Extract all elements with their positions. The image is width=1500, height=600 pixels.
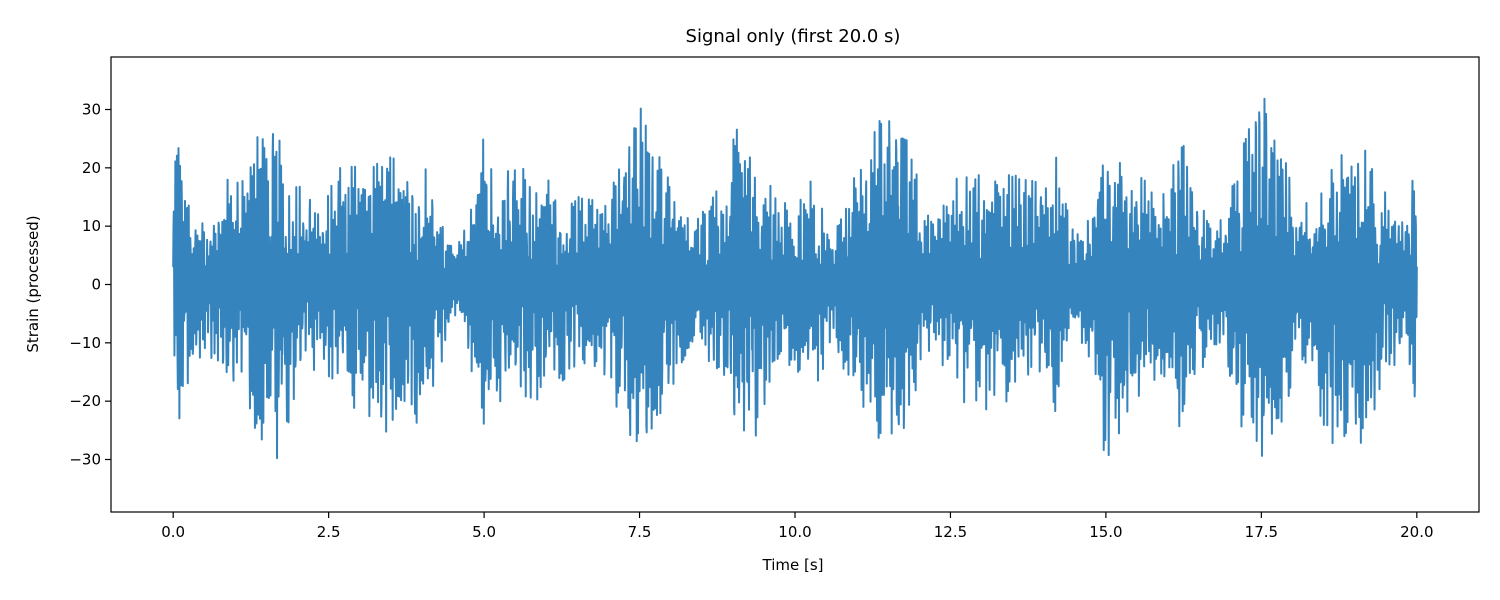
y-tick-label: 30 [82, 101, 101, 119]
y-tick-label: 10 [82, 217, 101, 235]
y-tick-label: 20 [82, 159, 101, 177]
x-axis-label: Time [s] [762, 556, 824, 574]
x-tick-label: 20.0 [1400, 523, 1433, 541]
chart-title: Signal only (first 20.0 s) [686, 26, 901, 47]
y-tick-label: −30 [69, 451, 101, 469]
x-tick-label: 17.5 [1245, 523, 1278, 541]
y-tick-label: −10 [69, 334, 101, 352]
y-tick-label: 0 [91, 276, 101, 294]
y-axis-ticks: −30 −20 −10 0 10 20 30 [69, 101, 111, 469]
signal-series-line [172, 97, 1418, 460]
x-tick-label: 15.0 [1089, 523, 1122, 541]
x-tick-label: 12.5 [934, 523, 967, 541]
x-axis-ticks: 0.0 2.5 5.0 7.5 10.0 12.5 15.0 17.5 20.0 [161, 512, 1434, 541]
x-tick-label: 7.5 [628, 523, 652, 541]
y-axis-label: Strain (processed) [24, 215, 42, 352]
x-tick-label: 5.0 [472, 523, 496, 541]
x-tick-label: 10.0 [778, 523, 811, 541]
x-tick-label: 0.0 [161, 523, 185, 541]
y-tick-label: −20 [69, 392, 101, 410]
x-tick-label: 2.5 [317, 523, 341, 541]
